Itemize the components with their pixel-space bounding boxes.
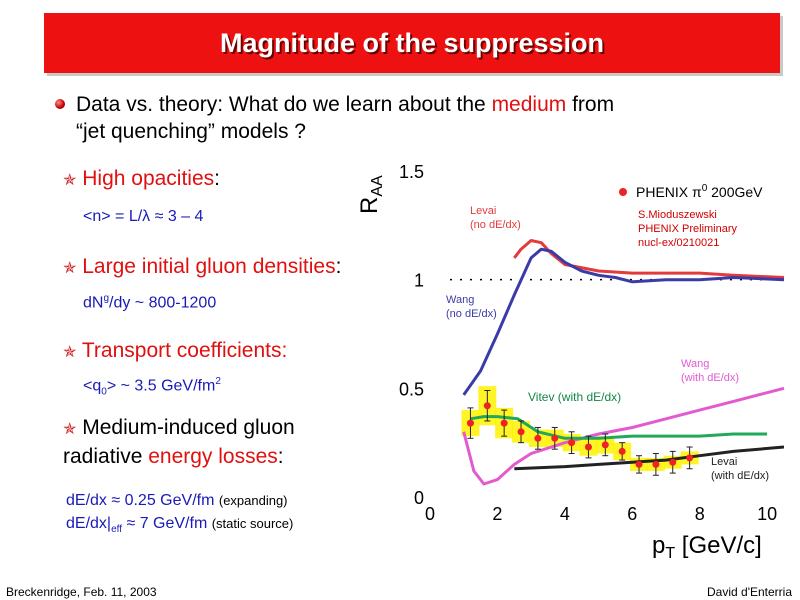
formula-part: > ~ 3.5 GeV/fm [106, 377, 216, 395]
title-bar [44, 13, 780, 73]
bullet-gluon-densities: ✯ Large initial gluon densities: [63, 253, 341, 282]
data-point [517, 428, 525, 436]
x-tick-label: 2 [492, 504, 502, 524]
formula-sub: 0 [101, 386, 107, 398]
footer-left: Breckenridge, Feb. 11, 2003 [6, 585, 157, 599]
curve-levai-no-de-dx [513, 239, 785, 279]
bullet-label: Medium-induced gluon [82, 416, 295, 439]
bullet-high-opacities: ✯ High opacities: [63, 165, 220, 194]
source-note-line: PHENIX Preliminary [638, 223, 738, 235]
curve-annotation: (no dE/dx) [446, 308, 497, 320]
data-point [584, 443, 592, 451]
legend-label-main: PHENIX π [636, 184, 702, 200]
formula-sup: 2 [215, 376, 221, 387]
formula-main: dE/dx ≈ 0.25 GeV/fm [66, 492, 219, 509]
formula-sup: g [103, 293, 110, 304]
formula-note: (static source) [211, 516, 294, 531]
x-tick-label: 0 [425, 504, 435, 524]
data-point [500, 419, 508, 427]
star-bullet-icon: ✯ [63, 344, 77, 361]
formula-static: dE/dx|eff ≈ 7 GeV/fm (static source) [66, 515, 293, 535]
data-point [635, 460, 643, 468]
data-point [568, 439, 576, 447]
y-axis-title-sub: AA [369, 175, 386, 197]
x-tick-label: 4 [560, 504, 570, 524]
legend-label-sup: 0 [702, 183, 708, 194]
bullet-transport: ✯ Transport coefficients: [63, 337, 287, 366]
y-axis-title: RAA [356, 175, 386, 214]
data-point [551, 434, 559, 442]
legend-marker [619, 188, 627, 196]
formula-main: ≈ 7 GeV/fm [122, 515, 212, 532]
curve-wang-with-de-dx [462, 386, 785, 486]
bullet-suffix: : [277, 445, 284, 468]
footer-right: David d'Enterria [707, 585, 792, 599]
formula-note: (expanding) [218, 493, 288, 508]
slide-title: Magnitude of the suppression [219, 28, 604, 58]
intro-highlight: medium [491, 93, 567, 116]
formula-expanding: dE/dx ≈ 0.25 GeV/fm (expanding) [66, 492, 288, 510]
curve-annotation: (with dE/dx) [711, 470, 769, 482]
intro-line2: “jet quenching” models ? [76, 120, 306, 143]
bullet-suffix: : [214, 167, 220, 190]
curve-annotation: Wang [681, 358, 709, 370]
data-point [466, 419, 474, 427]
y-tick-label: 1 [414, 271, 424, 291]
x-axis-title-unit: [GeV/c] [675, 532, 762, 559]
source-note-line: S.Mioduszewski [638, 209, 717, 221]
star-bullet-icon: ✯ [63, 421, 77, 438]
bullet-label: Transport coefficients: [81, 339, 288, 362]
curve-annotation: Wang [446, 294, 474, 306]
formula-main: dE/dx| [66, 515, 112, 532]
x-tick-label: 10 [757, 504, 777, 524]
curve-annotation: (no dE/dx) [470, 219, 521, 231]
source-note-line: nucl-ex/0210021 [638, 237, 719, 249]
formula-sub: eff [111, 524, 123, 536]
data-point [618, 447, 626, 455]
legend-label-rest: 200GeV [707, 184, 763, 200]
x-tick-label: 8 [695, 504, 705, 524]
bullet-line2: radiative [63, 445, 149, 468]
y-tick-label: 0 [414, 488, 424, 508]
data-point [652, 460, 660, 468]
bullet-highlight: energy losses [148, 445, 278, 468]
bullet-label: Large initial gluon densities [82, 255, 336, 278]
data-point [483, 402, 491, 410]
intro-text: Data vs. theory: What do we learn about … [76, 91, 766, 145]
intro-after: from [566, 93, 615, 116]
y-tick-label: 0.5 [399, 379, 424, 399]
curve-annotation: Vitev (with dE/dx) [528, 390, 621, 404]
x-axis-title: pT [GeV/c] [652, 532, 762, 562]
formula-part: /dy ~ 800-1200 [109, 294, 217, 312]
formula-part: <q [83, 377, 102, 395]
curve-annotation: (with dE/dx) [681, 372, 739, 384]
bullet-label: High opacities [82, 167, 215, 190]
curve-annotation: Levai [711, 456, 737, 468]
legend-label: PHENIX π0 200GeV [636, 183, 763, 200]
data-point [686, 454, 694, 462]
x-tick-label: 6 [627, 504, 637, 524]
transport-formula: <q0> ~ 3.5 GeV/fm2 [83, 376, 221, 398]
x-axis-title-main: p [652, 532, 665, 559]
data-point [601, 441, 609, 449]
x-axis-title-sub: T [665, 545, 675, 562]
y-axis-title-main: R [356, 197, 383, 214]
bullet-ball-icon [55, 99, 65, 109]
opacity-formula: <n> = L/λ ≈ 3 – 4 [83, 208, 204, 225]
curve-vitev-with-de-dx [470, 415, 768, 440]
data-point [534, 434, 542, 442]
bullet-energy-loss: ✯ Medium-induced gluon radiative energy … [63, 414, 295, 470]
bullet-suffix: : [335, 255, 342, 278]
curve-annotation: Levai [470, 205, 496, 217]
y-tick-label: 1.5 [399, 162, 424, 182]
data-point [669, 458, 677, 466]
formula-part: dN [83, 294, 104, 312]
star-bullet-icon: ✯ [63, 172, 77, 189]
intro-before: Data vs. theory: What do we learn about … [76, 93, 492, 116]
curve-levai-with-de-dx [514, 445, 785, 471]
star-bullet-icon: ✯ [63, 260, 77, 277]
gluon-density-formula: dNg/dy ~ 800-1200 [83, 293, 216, 312]
curve-wang-no-de-dx [462, 247, 785, 396]
